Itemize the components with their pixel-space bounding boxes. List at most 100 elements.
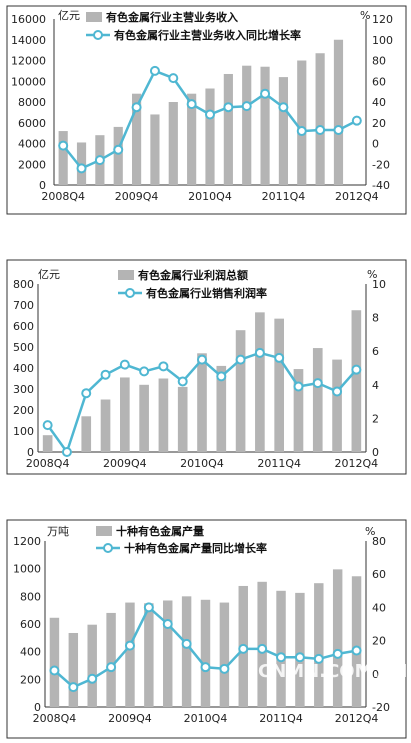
- line-point: [200, 662, 211, 673]
- bar: [332, 569, 343, 707]
- x-tick-label: 2011Q4: [257, 457, 301, 470]
- left-tick-label: 200: [20, 673, 41, 686]
- line-series: [42, 347, 362, 457]
- line-point: [254, 347, 265, 358]
- bar: [100, 399, 111, 452]
- right-axis-ticks: -20 0 20 40 60 80: [372, 535, 390, 714]
- legend-swatch-marker: [103, 543, 113, 553]
- right-tick-label: 120: [372, 13, 393, 26]
- x-tick-label: 2009Q4: [103, 457, 147, 470]
- line-point: [181, 638, 192, 649]
- legend-swatch-bar: [96, 526, 112, 536]
- bar: [235, 330, 246, 452]
- right-tick-label: 4: [372, 379, 379, 392]
- left-tick-label: 0: [39, 179, 46, 192]
- left-axis-ticks: 0 200 400 600 800 1000 1200: [13, 535, 41, 714]
- line-point: [177, 376, 188, 387]
- left-tick-label: 700: [13, 299, 34, 312]
- legend-swatch-marker: [125, 288, 135, 298]
- line-point: [293, 381, 304, 392]
- bar: [314, 583, 324, 707]
- right-tick-label: 80: [372, 55, 386, 68]
- bar: [163, 600, 173, 707]
- line-series: [58, 65, 362, 174]
- bar: [181, 596, 192, 707]
- line-point: [274, 352, 285, 363]
- watermark-text: CNMN.COM.CN: [258, 661, 408, 682]
- legend-label-line: 有色金属行业主营业务收入同比增长率: [114, 28, 301, 42]
- right-tick-label: 8: [372, 312, 379, 325]
- legend-swatch-bar: [118, 270, 134, 280]
- line-point: [139, 366, 150, 377]
- line-point: [238, 643, 249, 654]
- bar: [293, 369, 304, 452]
- line-point: [223, 102, 234, 113]
- bar: [68, 632, 79, 707]
- x-tick-label: 2012Q4: [335, 190, 379, 203]
- legend-swatch-bar: [86, 12, 102, 22]
- line-point: [68, 682, 79, 693]
- line-point: [333, 125, 344, 136]
- line-point: [294, 652, 305, 663]
- left-axis-ticks: 0 100 200 300 400 500 600 700 800: [13, 278, 34, 459]
- bar: [333, 39, 344, 185]
- bar: [216, 365, 227, 452]
- line-point: [351, 645, 362, 656]
- bar: [42, 435, 53, 452]
- x-axis-ticks: 2008Q4 2009Q4 2010Q4 2011Q4 2012Q4: [26, 457, 378, 470]
- bar: [312, 348, 323, 452]
- right-tick-label: -40: [372, 179, 390, 192]
- left-tick-label: 0: [34, 701, 41, 714]
- line-point: [260, 88, 271, 99]
- line-point: [296, 126, 307, 137]
- legend-label-line: 有色金属行业销售利润率: [146, 286, 267, 300]
- bar: [351, 310, 362, 452]
- right-axis-unit: %: [367, 268, 377, 281]
- line-point: [219, 663, 230, 674]
- bar: [205, 88, 215, 185]
- bar: [255, 312, 265, 452]
- bar: [297, 60, 307, 185]
- bar: [295, 592, 305, 707]
- line-point: [315, 125, 326, 136]
- bar: [58, 131, 68, 185]
- line-point: [351, 115, 362, 126]
- line-point: [42, 420, 53, 431]
- bar: [260, 66, 270, 185]
- left-tick-label: 200: [13, 404, 34, 417]
- bar: [168, 102, 178, 185]
- right-tick-label: 80: [372, 535, 386, 548]
- line-point: [131, 102, 142, 113]
- bar-series: [42, 310, 362, 452]
- x-tick-label: 2009Q4: [108, 712, 152, 725]
- x-tick-label: 2010Q4: [188, 190, 232, 203]
- left-tick-label: 6000: [18, 117, 46, 130]
- right-tick-label: 0: [372, 668, 379, 681]
- bar: [187, 93, 197, 185]
- line-point: [313, 653, 324, 664]
- line-point: [332, 648, 343, 659]
- line-point: [351, 364, 362, 375]
- bar: [139, 384, 149, 452]
- bar: [81, 416, 92, 452]
- right-tick-label: 0: [372, 138, 379, 151]
- right-tick-label: 60: [372, 75, 386, 88]
- chart-panel-revenue: 亿元 % 有色金属行业主营业务收入 有色金属行业主营业务收入同比增长率 0200…: [6, 5, 407, 215]
- bar: [150, 114, 160, 185]
- left-tick-label: 100: [13, 425, 34, 438]
- bar: [315, 53, 325, 185]
- chart-panel-output: 万吨 % 十种有色金属产量 十种有色金属产量同比增长率 020040060080…: [6, 519, 408, 739]
- bar: [158, 378, 169, 452]
- line-point: [100, 369, 111, 380]
- line-point: [119, 359, 130, 370]
- left-tick-label: 400: [20, 646, 41, 659]
- bar: [49, 617, 60, 707]
- legend-label-bar: 有色金属行业利润总额: [138, 268, 248, 282]
- x-tick-label: 2008Q4: [33, 712, 77, 725]
- right-tick-label: 40: [372, 601, 386, 614]
- line-point: [158, 361, 169, 372]
- bar: [274, 318, 284, 452]
- bar: [276, 590, 286, 707]
- legend-swatch-marker: [93, 30, 103, 40]
- right-tick-label: 20: [372, 117, 386, 130]
